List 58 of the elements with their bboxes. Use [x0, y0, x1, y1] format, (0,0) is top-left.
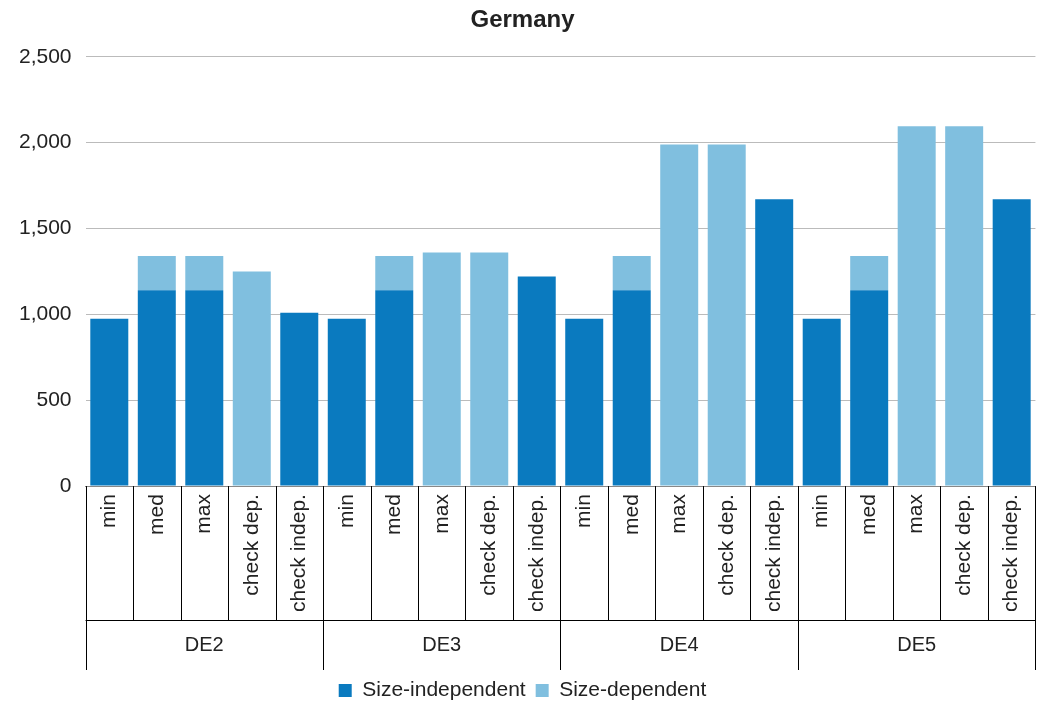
- bar: [280, 312, 319, 486]
- text: DE2: [184, 632, 224, 655]
- bar: [137, 255, 176, 291]
- text: DE4: [659, 632, 699, 655]
- bar: [185, 255, 224, 291]
- bar: [850, 255, 889, 291]
- x-tick-label: check indep.: [523, 494, 547, 613]
- bar: [517, 276, 556, 486]
- bar: [470, 252, 509, 486]
- bar: [802, 318, 841, 486]
- bar: [755, 199, 794, 486]
- x-tick-label: med: [855, 494, 879, 535]
- bar: [137, 290, 176, 486]
- x-tick-label: check indep.: [761, 494, 784, 613]
- x-tick-label: check dep.: [713, 494, 737, 596]
- x-tick-label: check dep.: [950, 494, 974, 596]
- x-tick-label: check indep.: [998, 494, 1022, 613]
- x-tick-label: max: [191, 493, 215, 534]
- bar: [422, 252, 461, 486]
- bar: [90, 318, 129, 486]
- x-tick-label: med: [381, 494, 405, 535]
- x-tick-label: med: [143, 494, 167, 535]
- bar: [707, 144, 746, 486]
- bar: [612, 290, 651, 486]
- x-tick-label: max: [428, 493, 452, 534]
- legend-label: Size-independent: [362, 677, 526, 701]
- y-tick-label: 2,000: [18, 129, 72, 153]
- y-tick-label: 1,000: [18, 301, 72, 325]
- x-tick-label: check dep.: [476, 494, 500, 596]
- y-tick-label: 500: [36, 387, 72, 411]
- x-tick-label: min: [571, 494, 595, 528]
- x-tick-label: max: [666, 493, 690, 534]
- text: DE3: [422, 632, 462, 655]
- x-tick-label: min: [333, 494, 357, 528]
- x-tick-label: min: [808, 494, 832, 528]
- bar: [897, 126, 936, 486]
- bar: [660, 144, 699, 486]
- bar: [327, 318, 366, 486]
- bar: [565, 318, 604, 486]
- bar: [992, 199, 1031, 486]
- chart-title: Germany: [470, 5, 576, 33]
- x-tick-label: min: [96, 494, 120, 528]
- x-tick-label: max: [903, 493, 927, 534]
- bar: [185, 290, 224, 486]
- x-tick-label: check dep.: [238, 494, 262, 596]
- text: DE5: [897, 632, 937, 655]
- bar: [232, 271, 271, 486]
- y-tick-label: 2,500: [18, 43, 72, 67]
- x-tick-label: check indep.: [286, 494, 310, 613]
- y-tick-label: 1,500: [18, 215, 72, 239]
- bar: [612, 255, 651, 291]
- bar: [850, 290, 889, 486]
- bar: [375, 255, 414, 291]
- y-tick-label: 0: [59, 472, 72, 496]
- bar: [375, 290, 414, 486]
- bar: [945, 126, 984, 486]
- x-tick-label: med: [618, 494, 642, 535]
- legend-label: Size-dependent: [559, 677, 707, 701]
